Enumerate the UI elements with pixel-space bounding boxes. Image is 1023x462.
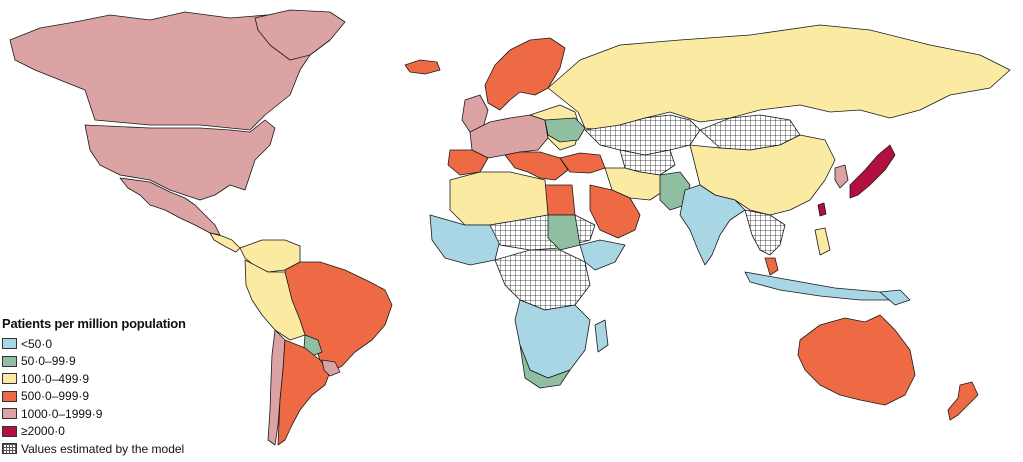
region-greenland: [254, 9, 346, 61]
region-uruguay: [321, 359, 341, 377]
region-central-africa: [494, 249, 591, 311]
region-central-america: [209, 232, 241, 253]
region-north-africa: [449, 171, 549, 226]
region-egypt: [544, 184, 576, 216]
region-australia: [797, 314, 916, 406]
region-sudan: [547, 214, 581, 251]
region-southeast-asia: [744, 209, 786, 256]
region-arabia: [589, 184, 641, 239]
legend-item: 100·0–499·9: [2, 370, 242, 388]
legend-label: 1000·0–1999·9: [21, 406, 103, 421]
region-indonesia: [744, 271, 896, 301]
region-italy-balkans: [504, 151, 569, 181]
legend-label-estimated: Values estimated by the model: [21, 441, 185, 456]
region-madagascar: [594, 319, 609, 353]
legend-item: ≥2000·0: [2, 423, 242, 441]
region-alaska-canada: [9, 11, 331, 131]
region-malaysia: [764, 257, 779, 276]
legend-item: 1000·0–1999·9: [2, 405, 242, 423]
region-usa: [84, 119, 276, 201]
legend-label: ≥2000·0: [21, 424, 65, 439]
region-scandinavia: [484, 37, 566, 111]
region-peru-bolivia: [244, 259, 306, 341]
legend-swatch: [2, 373, 17, 385]
region-iceland: [404, 59, 441, 75]
region-ukraine: [544, 117, 586, 143]
legend-item: <50·0: [2, 335, 242, 353]
region-russia: [547, 24, 1011, 131]
region-south-africa: [519, 344, 571, 389]
region-argentina: [277, 339, 331, 446]
region-japan: [849, 144, 896, 199]
legend-swatch: [2, 390, 17, 402]
region-horn-africa: [579, 239, 626, 271]
legend-item: 500·0–999·9: [2, 388, 242, 406]
legend-label: 50·0–99·9: [21, 354, 76, 369]
legend-swatch: [2, 338, 17, 350]
region-taiwan: [817, 202, 827, 217]
region-kazakhstan: [584, 114, 701, 156]
region-korea: [834, 164, 849, 189]
legend-label: <50·0: [21, 336, 53, 351]
hatch-swatch: [2, 443, 17, 455]
map-legend: Patients per million population <50·0 50·…: [2, 316, 242, 458]
legend-item-estimated: Values estimated by the model: [2, 440, 242, 458]
region-philippines: [814, 227, 831, 256]
legend-label: 500·0–999·9: [21, 389, 90, 404]
legend-label: 100·0–499·9: [21, 371, 90, 386]
region-papua-new-guinea: [879, 289, 911, 306]
legend-title: Patients per million population: [2, 316, 186, 331]
region-new-zealand: [947, 381, 979, 421]
legend-swatch: [2, 425, 17, 437]
legend-swatch: [2, 355, 17, 367]
legend-swatch: [2, 408, 17, 420]
region-india: [679, 184, 746, 266]
legend-item: 50·0–99·9: [2, 353, 242, 371]
